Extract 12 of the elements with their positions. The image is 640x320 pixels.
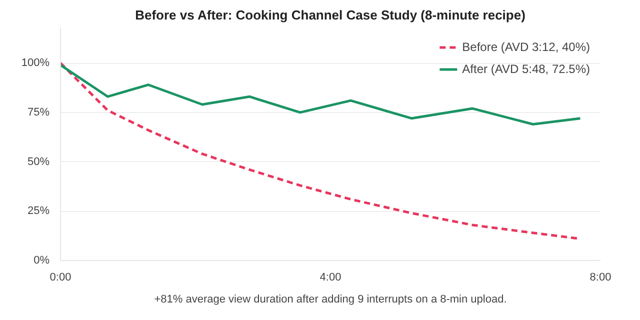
x-tick-label: 8:00 [590,272,612,284]
y-tick-label: 0% [34,254,50,266]
legend-label: Before (AVD 3:12, 40%) [462,40,590,54]
x-tick-label: 4:00 [320,272,342,284]
text: +81% average view duration after adding 9 interrupts on a 8-min upload. [154,294,507,306]
x-tick-label: 0:00 [50,272,72,284]
y-tick-label: 25% [27,205,50,218]
y-tick-label: 100% [21,57,50,70]
y-tick-label: 50% [27,156,50,168]
legend-label: After (AVD 5:48, 72.5%) [462,62,590,76]
y-tick-label: 75% [27,106,50,118]
chart-title: Before vs After: Cooking Channel Case Study (8-minute recipe) [135,8,526,22]
